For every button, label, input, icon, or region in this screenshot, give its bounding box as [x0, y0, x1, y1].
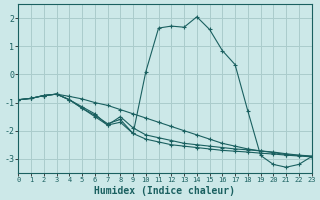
X-axis label: Humidex (Indice chaleur): Humidex (Indice chaleur) — [94, 186, 236, 196]
